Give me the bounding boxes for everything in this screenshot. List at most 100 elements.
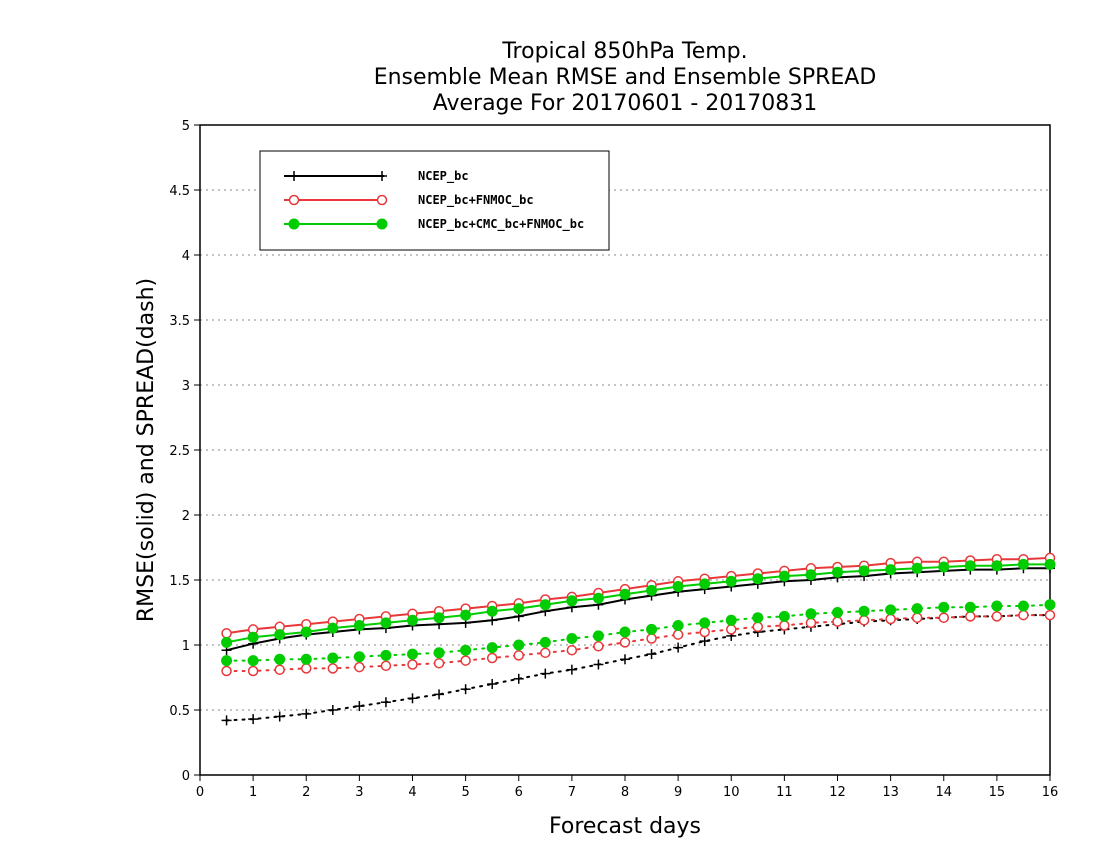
series-1-spread-point (407, 659, 418, 670)
series-1-spread-point (1044, 609, 1056, 621)
series-0-spread-point (327, 705, 338, 715)
series-2-rmse-point (592, 592, 604, 604)
legend-marker-2-b (376, 218, 388, 230)
series-layer (221, 552, 1056, 726)
series-1-spread-point (672, 629, 684, 640)
series-2-rmse-point (725, 575, 737, 587)
series-2-rmse-point (460, 609, 472, 621)
series-1-spread-point (566, 644, 578, 656)
series-2-spread-point (858, 605, 870, 617)
series-1-spread-point (460, 655, 471, 666)
series-0-spread-point (646, 649, 657, 660)
title-line-3: Average For 20170601 - 20170831 (433, 91, 818, 116)
series-2-spread-point (407, 648, 418, 660)
x-tick-label-12: 12 (829, 785, 846, 800)
series-0-spread-point (380, 697, 391, 708)
grid (200, 189, 1050, 711)
series-1-spread-point (354, 661, 365, 673)
series-2-rmse-point (327, 622, 339, 634)
series-2-spread-point (885, 604, 897, 616)
series-2-spread-point (300, 653, 312, 665)
series-0-spread-point (354, 701, 365, 712)
series-2-spread-point (221, 655, 233, 667)
series-1-spread-point (327, 663, 339, 674)
x-tick-label-2: 2 (302, 785, 310, 800)
y-tick-label-7: 3.5 (169, 314, 190, 329)
legend-marker-0-a (289, 171, 299, 181)
x-tick-label-4: 4 (408, 785, 416, 800)
legend-label-2: NCEP_bc+CMC_bc+FNMOC_bc (418, 217, 584, 232)
series-2-spread-point (274, 653, 286, 665)
series-2-spread-point (699, 617, 711, 629)
series-0-spread-point (407, 693, 418, 704)
series-2-spread-point (486, 642, 498, 654)
series-1-spread-point (858, 615, 870, 626)
series-2-spread-point (964, 601, 976, 613)
series-2-rmse-point (938, 561, 950, 573)
x-tick-label-7: 7 (568, 785, 576, 800)
legend-marker-2-a (288, 218, 300, 230)
series-1-spread-point (832, 616, 843, 627)
series-1-spread-point (965, 611, 976, 622)
series-0-spread-point (566, 664, 577, 675)
series-0-spread-point (673, 642, 684, 653)
series-1-spread-point (619, 637, 631, 648)
series-2-spread-point (460, 644, 472, 656)
series-1-spread-point (301, 663, 312, 674)
y-tick-label-2: 1 (182, 639, 190, 654)
x-tick-label-0: 0 (196, 785, 204, 800)
title-line-1: Tropical 850hPa Temp. (501, 39, 747, 64)
y-tick-label-8: 4 (182, 249, 190, 264)
series-2-rmse-point (699, 578, 711, 590)
series-0-spread-point (540, 668, 551, 679)
series-2-rmse-point (300, 626, 312, 638)
series-2-rmse-point (274, 629, 286, 641)
series-1-spread-point (991, 611, 1003, 622)
x-tick-label-3: 3 (355, 785, 363, 800)
series-1-rmse-line (226, 556, 1051, 635)
series-2-rmse-point (513, 603, 525, 615)
series-2-rmse-point (911, 562, 923, 574)
series-2-spread-point (513, 639, 525, 651)
series-2-rmse-point (885, 564, 897, 576)
series-1-spread-point (274, 664, 285, 675)
series-1-spread-point (380, 660, 392, 672)
series-1-spread-point (885, 613, 896, 625)
series-2-spread-point (646, 623, 658, 635)
series-0-spread-point (699, 636, 710, 647)
series-2-spread-line (225, 603, 1051, 662)
title-line-2: Ensemble Mean RMSE and Ensemble SPREAD (374, 65, 877, 90)
y-tick-label-3: 1.5 (169, 574, 190, 589)
series-1-spread-point (540, 647, 551, 659)
x-tick-label-10: 10 (723, 785, 740, 800)
series-0-spread-point (513, 673, 524, 684)
legend-entry-2: NCEP_bc+CMC_bc+FNMOC_bc (284, 217, 584, 232)
series-2-spread-point (592, 630, 604, 642)
legend: NCEP_bc NCEP_bc+FNMOC_bc NCEP_bc+CMC_bc+FN… (259, 150, 610, 251)
series-2-spread-point (991, 600, 1003, 612)
series-2-spread-point (805, 608, 817, 620)
series-2-spread-point (832, 607, 843, 618)
series-1-spread-point (433, 657, 445, 669)
series-2-rmse-point (353, 620, 365, 631)
series-0-spread-point (460, 684, 471, 695)
series-0-spread-point (434, 689, 445, 700)
legend-label-1: NCEP_bc+FNMOC_bc (418, 193, 534, 208)
x-tick-label-14: 14 (935, 785, 952, 800)
series-0-spread-point (301, 708, 312, 719)
x-tick-label-13: 13 (882, 785, 899, 800)
series-2-rmse-point (1044, 558, 1056, 570)
series-1-spread-line (225, 614, 1051, 672)
series-1-spread-point (779, 620, 790, 631)
series-0-spread-point (593, 659, 604, 670)
series-2-rmse-point (407, 614, 418, 626)
legend-marker-1-a (288, 194, 300, 206)
y-tick-label-4: 2 (182, 509, 190, 524)
series-2-rmse-point (752, 573, 764, 585)
y-tick-label-0: 0 (182, 769, 190, 784)
series-1-spread-point (593, 641, 604, 652)
series-2-spread-point (327, 652, 339, 664)
axis-ticks: 00.511.522.533.544.550 1 2 3 4 5 6 7 8 9 10 11 12 13 1… (169, 119, 1058, 800)
series-2-rmse-point (991, 560, 1003, 572)
x-tick-label-11: 11 (776, 785, 793, 800)
